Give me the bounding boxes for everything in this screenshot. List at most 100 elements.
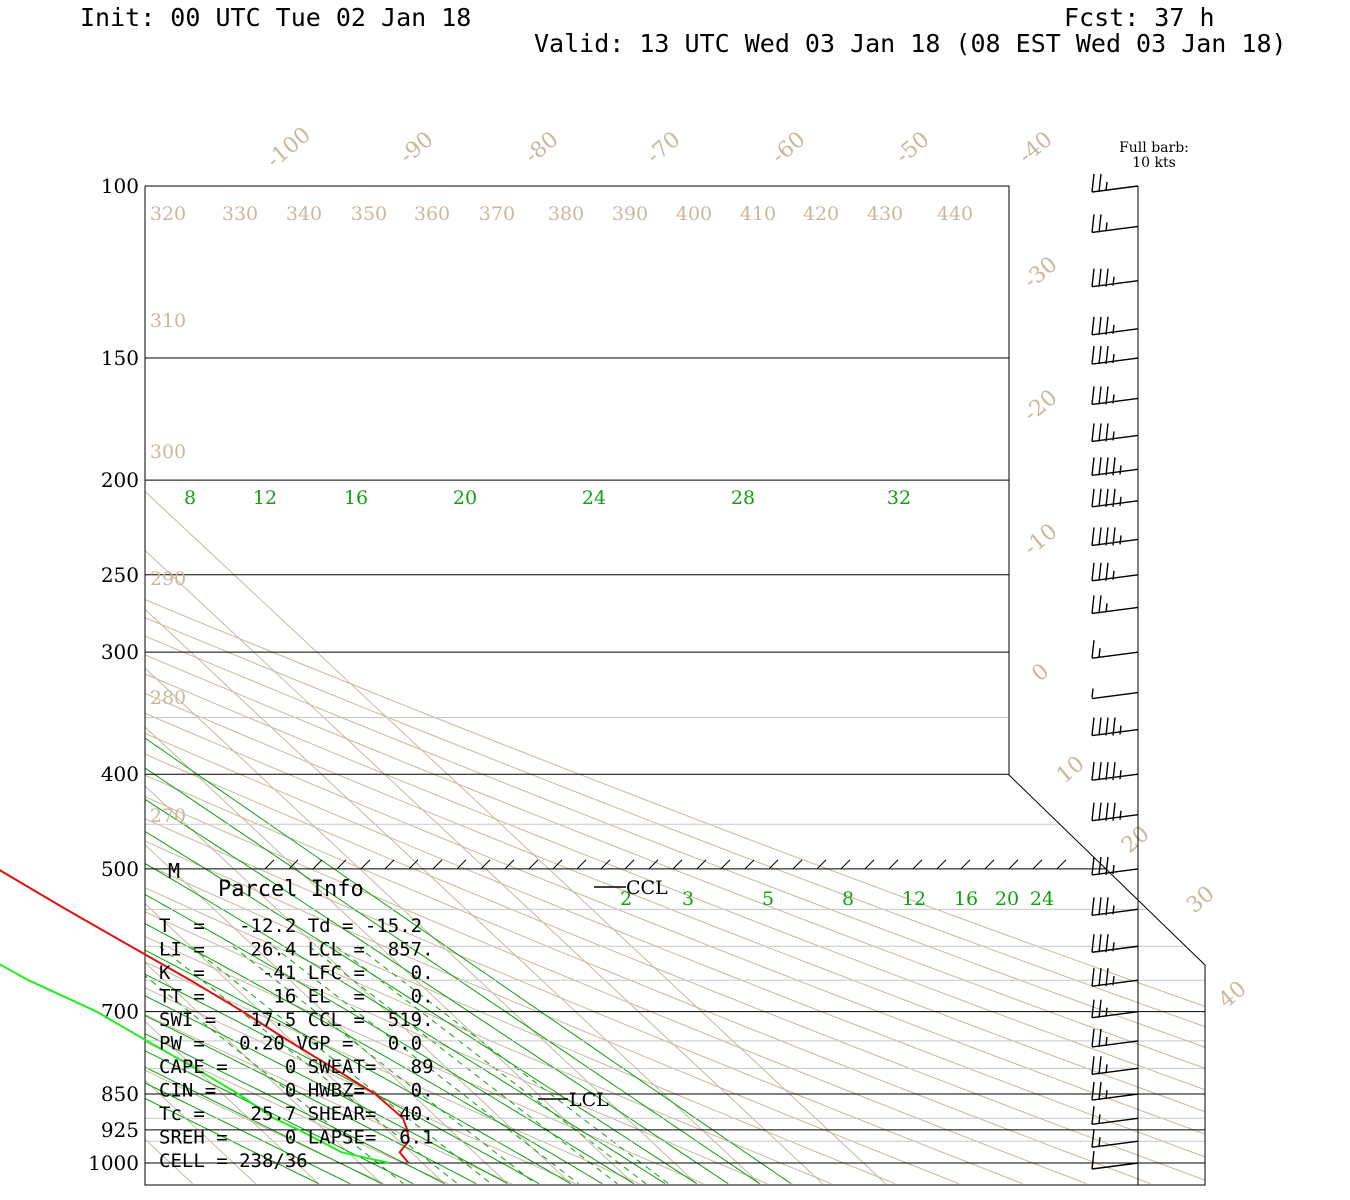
mixing-ratio-line [159, 945, 458, 1185]
hatch-mark [600, 859, 611, 870]
pressure-label: 500 [101, 857, 139, 881]
wind-barb-full [1105, 527, 1109, 546]
hatch-mark [552, 859, 563, 870]
dry-adiabat-line [145, 186, 640, 1185]
temperature-label: -60 [767, 127, 810, 169]
hatch-mark [432, 859, 443, 870]
wind-barb-full [1098, 214, 1102, 233]
wind-barb-half [1112, 276, 1115, 286]
wind-barb-half [1112, 431, 1115, 441]
wind-barb-full [1091, 457, 1095, 476]
hatch-marks [264, 859, 1067, 870]
theta-label: 420 [803, 203, 839, 225]
isotherm-line [145, 186, 760, 1185]
temperature-label: 10 [1052, 751, 1090, 788]
mixing-ratio-label: 16 [954, 888, 978, 910]
wind-barb-full [1112, 802, 1116, 821]
hatch-mark [384, 859, 395, 870]
isotherm-line [145, 186, 571, 1185]
mixing-ratio-label: 24 [1030, 888, 1054, 910]
isotherm-line [145, 186, 508, 1185]
wind-barb-full [1091, 640, 1095, 659]
wind-barb-full [1098, 999, 1102, 1018]
hatch-mark [672, 859, 683, 870]
hatch-mark [1056, 859, 1067, 870]
m-marker: M [168, 859, 180, 883]
wind-barb-full [1098, 1056, 1102, 1075]
mixing-ratio-label: 12 [253, 487, 277, 509]
temperature-profile [0, 869, 410, 1164]
wind-barb-full [1098, 457, 1102, 476]
wind-barb-full [1098, 595, 1102, 614]
wind-barb-full [1098, 562, 1102, 581]
theta-label: 380 [548, 203, 584, 225]
temperature-label: -40 [1014, 127, 1057, 169]
wind-barb-full [1091, 316, 1095, 335]
wind-barb-full [1091, 856, 1095, 875]
temperature-label: -100 [262, 123, 316, 174]
dry-adiabat-line [145, 186, 896, 1185]
wind-barb-full [1105, 423, 1109, 442]
hatch-mark [312, 859, 323, 870]
hatch-mark [576, 859, 587, 870]
hatch-mark [288, 859, 299, 870]
wind-barb-full [1105, 268, 1109, 287]
hatch-mark [456, 859, 467, 870]
wind-barb-full [1105, 856, 1109, 875]
mixing-ratio-label: 20 [453, 487, 477, 509]
dry-adiabat-line [145, 186, 1205, 1185]
temperature-label: -20 [1019, 385, 1062, 427]
wind-barb-half [1098, 648, 1101, 658]
wind-barb-full [1091, 268, 1095, 287]
wind-barb-half [1112, 864, 1115, 874]
isotherm-line [0, 186, 67, 1184]
isotherm-line [0, 186, 130, 1184]
barb-legend-line2: 10 kts [1132, 155, 1176, 171]
wind-barb-half [1098, 1137, 1101, 1147]
pressure-labels: 100 150 200 250 300 400 500 700 850 925 1000 [88, 174, 139, 1175]
pressure-label: 250 [101, 563, 139, 587]
wind-barb-full [1098, 934, 1102, 953]
mixing-ratio-line [308, 945, 618, 1185]
temperature-label: 20 [1117, 821, 1155, 858]
wind-barb-full [1091, 802, 1095, 821]
wind-barb-half [1112, 905, 1115, 915]
parcel-info-row: SREH = 0 LAPSE= 6.1 [159, 1127, 434, 1149]
theta-label: 280 [150, 687, 186, 709]
wind-barb-full [1098, 762, 1102, 781]
wind-barb-full [1091, 934, 1095, 953]
mixing-ratio-label: 2 [620, 888, 632, 910]
wind-barb-full [1098, 316, 1102, 335]
theta-label: 320 [150, 203, 186, 225]
wind-barb-full [1091, 897, 1095, 916]
valid-time: Valid: 13 UTC Wed 03 Jan 18 (08 EST Wed … [534, 29, 1287, 58]
hatch-mark [696, 859, 707, 870]
wind-barb-full [1105, 897, 1109, 916]
dry-adiabat-line [145, 186, 704, 1185]
wind-barb-half [1105, 603, 1108, 613]
dry-adiabat-line [145, 186, 1205, 1185]
dry-adiabat-line [145, 186, 1151, 1185]
theta-labels: 320 330 340 350 360 370 380 390 400 410 420 430 440 3… [150, 203, 973, 827]
theta-label: 340 [286, 203, 322, 225]
wind-barb-full [1112, 762, 1116, 781]
pressure-label: 100 [101, 174, 139, 198]
wind-barb-full [1098, 268, 1102, 287]
dry-adiabat-line [145, 186, 1205, 1185]
wind-barb-full [1105, 457, 1109, 476]
parcel-info-table: T = -12.2 Td = -15.2LI = 26.4 LCL = 857.… [159, 915, 434, 1172]
parcel-info-row: LI = 26.4 LCL = 857. [159, 939, 434, 961]
wind-barb-full [1105, 562, 1109, 581]
parcel-info-row: T = -12.2 Td = -15.2 [159, 915, 422, 937]
mixing-ratio-line [232, 945, 536, 1185]
wind-barb-full [1105, 762, 1109, 781]
wind-barb-full [1091, 968, 1095, 987]
isotherm-line [145, 186, 445, 1185]
wind-barbs [1091, 173, 1139, 1170]
theta-label: 430 [867, 203, 903, 225]
hatch-mark [912, 859, 923, 870]
parcel-info-row: CAPE = 0 SWEAT= 89 [159, 1056, 434, 1078]
mixing-ratio-label: 28 [731, 487, 755, 509]
wind-barb-full [1105, 345, 1109, 365]
